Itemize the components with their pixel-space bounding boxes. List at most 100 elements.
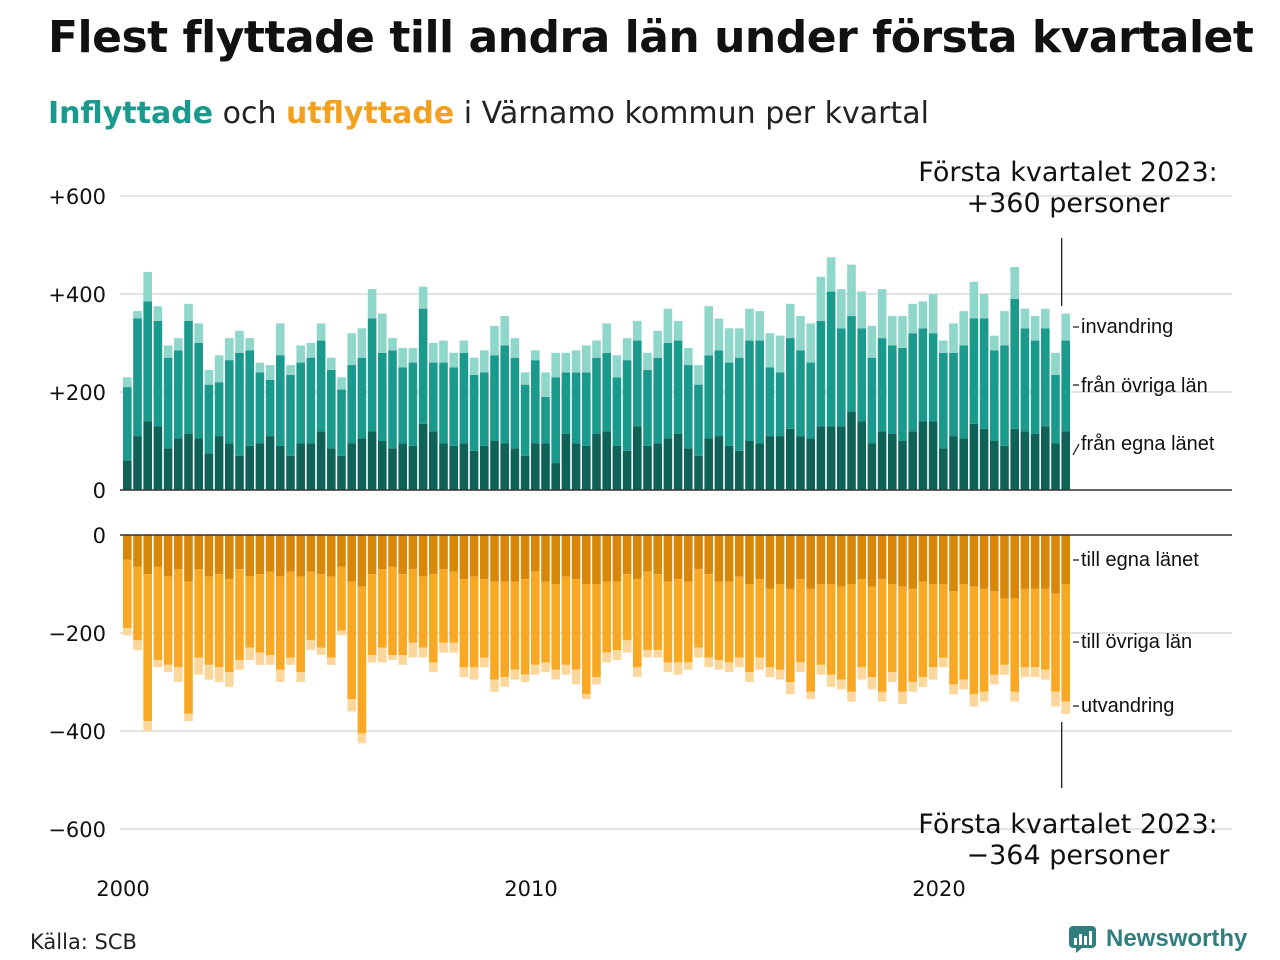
source-note: Källa: SCB	[30, 930, 137, 954]
bar-in-other	[347, 365, 356, 444]
bar-out-other	[347, 581, 356, 700]
y-tick-label: −600	[48, 818, 106, 842]
series-label-in-other: från övriga län	[1081, 375, 1208, 397]
bar-out-same	[480, 535, 489, 580]
bar-in-same	[928, 421, 938, 490]
bar-out-emigration	[816, 664, 826, 675]
bar-out-same	[520, 535, 530, 580]
bar-out-other	[847, 584, 856, 692]
bar-in-same	[826, 426, 836, 490]
bar-in-other	[1061, 340, 1070, 432]
bar-in-same	[857, 421, 866, 490]
bar-out-same	[612, 535, 622, 582]
bar-out-emigration	[490, 679, 499, 692]
bar-in-same	[337, 455, 346, 490]
bar-out-other	[867, 586, 877, 678]
bar-in-same	[694, 455, 703, 490]
bar-in-immigration	[347, 333, 356, 366]
bar-out-emigration	[378, 647, 387, 663]
bar-out-same	[888, 535, 897, 584]
bar-in-immigration	[633, 320, 642, 341]
bar-out-same	[990, 535, 999, 592]
bar-out-same	[469, 535, 479, 577]
bar-in-other	[541, 396, 550, 444]
bar-in-other	[592, 357, 601, 434]
bar-out-same	[500, 535, 509, 582]
bar-in-immigration	[826, 257, 836, 292]
bar-out-emigration	[551, 669, 560, 680]
bar-in-other	[765, 367, 775, 437]
bar-in-other	[520, 384, 530, 456]
bar-out-emigration	[194, 657, 203, 675]
brand-name: Newsworthy	[1106, 925, 1248, 952]
bar-out-emigration	[245, 647, 254, 660]
bar-in-other	[225, 360, 234, 444]
bar-in-same	[408, 445, 418, 490]
y-tick-label: −400	[48, 720, 106, 744]
bar-out-same	[1041, 535, 1050, 589]
bar-out-other	[439, 569, 448, 643]
bar-in-other	[714, 350, 724, 437]
bar-in-immigration	[500, 316, 509, 346]
bar-in-immigration	[357, 328, 367, 358]
bar-in-immigration	[571, 350, 581, 373]
bar-out-emigration	[225, 672, 234, 687]
bar-in-same	[1061, 431, 1070, 490]
bar-out-same	[418, 535, 428, 577]
bar-out-other	[704, 574, 713, 658]
bar-in-same	[806, 438, 815, 490]
bar-in-immigration	[388, 338, 397, 351]
bar-in-immigration	[469, 357, 479, 375]
bar-in-same	[1041, 426, 1050, 490]
bar-out-other	[918, 581, 928, 678]
bar-out-emigration	[908, 682, 917, 692]
bar-out-emigration	[582, 694, 591, 700]
bar-out-emigration	[714, 659, 724, 670]
bar-in-immigration	[429, 343, 438, 363]
bar-out-emigration	[939, 657, 948, 668]
bar-in-same	[745, 441, 754, 490]
bar-out-emigration	[357, 733, 367, 744]
bar-in-same	[265, 436, 275, 490]
bar-out-emigration	[857, 667, 866, 680]
bar-out-emigration	[643, 650, 652, 658]
bar-out-other	[673, 579, 683, 663]
bar-out-same	[296, 535, 305, 577]
bar-out-other	[367, 574, 377, 656]
bar-in-immigration	[959, 311, 968, 346]
bar-out-same	[133, 535, 142, 567]
bar-out-same	[592, 535, 601, 584]
bar-out-other	[153, 566, 163, 660]
bar-in-same	[418, 423, 428, 490]
bar-out-other	[816, 584, 826, 665]
bar-in-other	[663, 343, 673, 439]
bar-out-emigration	[439, 642, 448, 653]
bar-out-same	[684, 535, 693, 582]
bar-in-immigration	[908, 303, 917, 334]
bar-in-immigration	[276, 323, 285, 356]
bar-in-same	[184, 433, 193, 490]
bar-out-other	[684, 581, 693, 663]
bar-out-same	[551, 535, 560, 584]
bar-in-immigration	[990, 335, 999, 351]
bar-out-same	[857, 535, 866, 580]
bar-in-other	[612, 377, 622, 446]
bar-out-other	[296, 576, 305, 673]
bar-in-immigration	[265, 365, 275, 380]
bar-out-same	[714, 535, 724, 582]
bar-in-other	[500, 345, 509, 444]
bar-out-same	[1061, 535, 1070, 584]
bar-in-immigration	[1061, 313, 1070, 341]
bar-in-same	[704, 438, 713, 490]
bar-out-emigration	[235, 659, 244, 670]
bar-in-immigration	[643, 352, 652, 370]
bar-in-same	[990, 441, 999, 490]
bar-out-emigration	[1020, 667, 1030, 678]
bar-in-immigration	[592, 340, 601, 358]
bar-out-other	[724, 581, 734, 663]
bar-out-same	[367, 535, 377, 575]
bar-out-other	[500, 581, 509, 678]
bar-in-immigration	[806, 323, 815, 363]
bar-in-immigration	[602, 323, 611, 353]
bar-in-other	[857, 328, 866, 422]
